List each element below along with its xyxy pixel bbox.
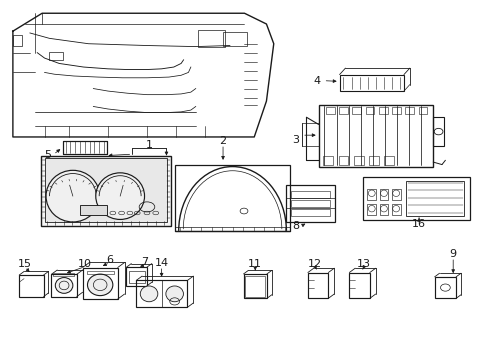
Text: 4: 4 [312, 76, 320, 86]
Polygon shape [41, 156, 171, 226]
Ellipse shape [46, 170, 100, 222]
Text: 5: 5 [44, 149, 51, 159]
Ellipse shape [165, 286, 183, 302]
Text: 15: 15 [18, 259, 32, 269]
Text: 16: 16 [411, 219, 425, 229]
Text: 12: 12 [307, 259, 322, 269]
Text: 10: 10 [78, 259, 91, 269]
Text: 14: 14 [154, 258, 168, 268]
Text: 9: 9 [448, 249, 456, 259]
Ellipse shape [140, 286, 158, 302]
Ellipse shape [87, 274, 113, 296]
Text: 11: 11 [248, 259, 262, 269]
Ellipse shape [55, 278, 73, 293]
Text: 8: 8 [291, 221, 299, 230]
Polygon shape [80, 205, 107, 215]
Text: 2: 2 [219, 136, 226, 146]
Ellipse shape [96, 173, 144, 220]
Polygon shape [44, 158, 167, 222]
Text: 3: 3 [291, 135, 298, 145]
Text: 1: 1 [145, 140, 153, 150]
Text: 6: 6 [106, 255, 113, 265]
Text: 7: 7 [141, 257, 148, 267]
Text: 13: 13 [356, 259, 370, 269]
